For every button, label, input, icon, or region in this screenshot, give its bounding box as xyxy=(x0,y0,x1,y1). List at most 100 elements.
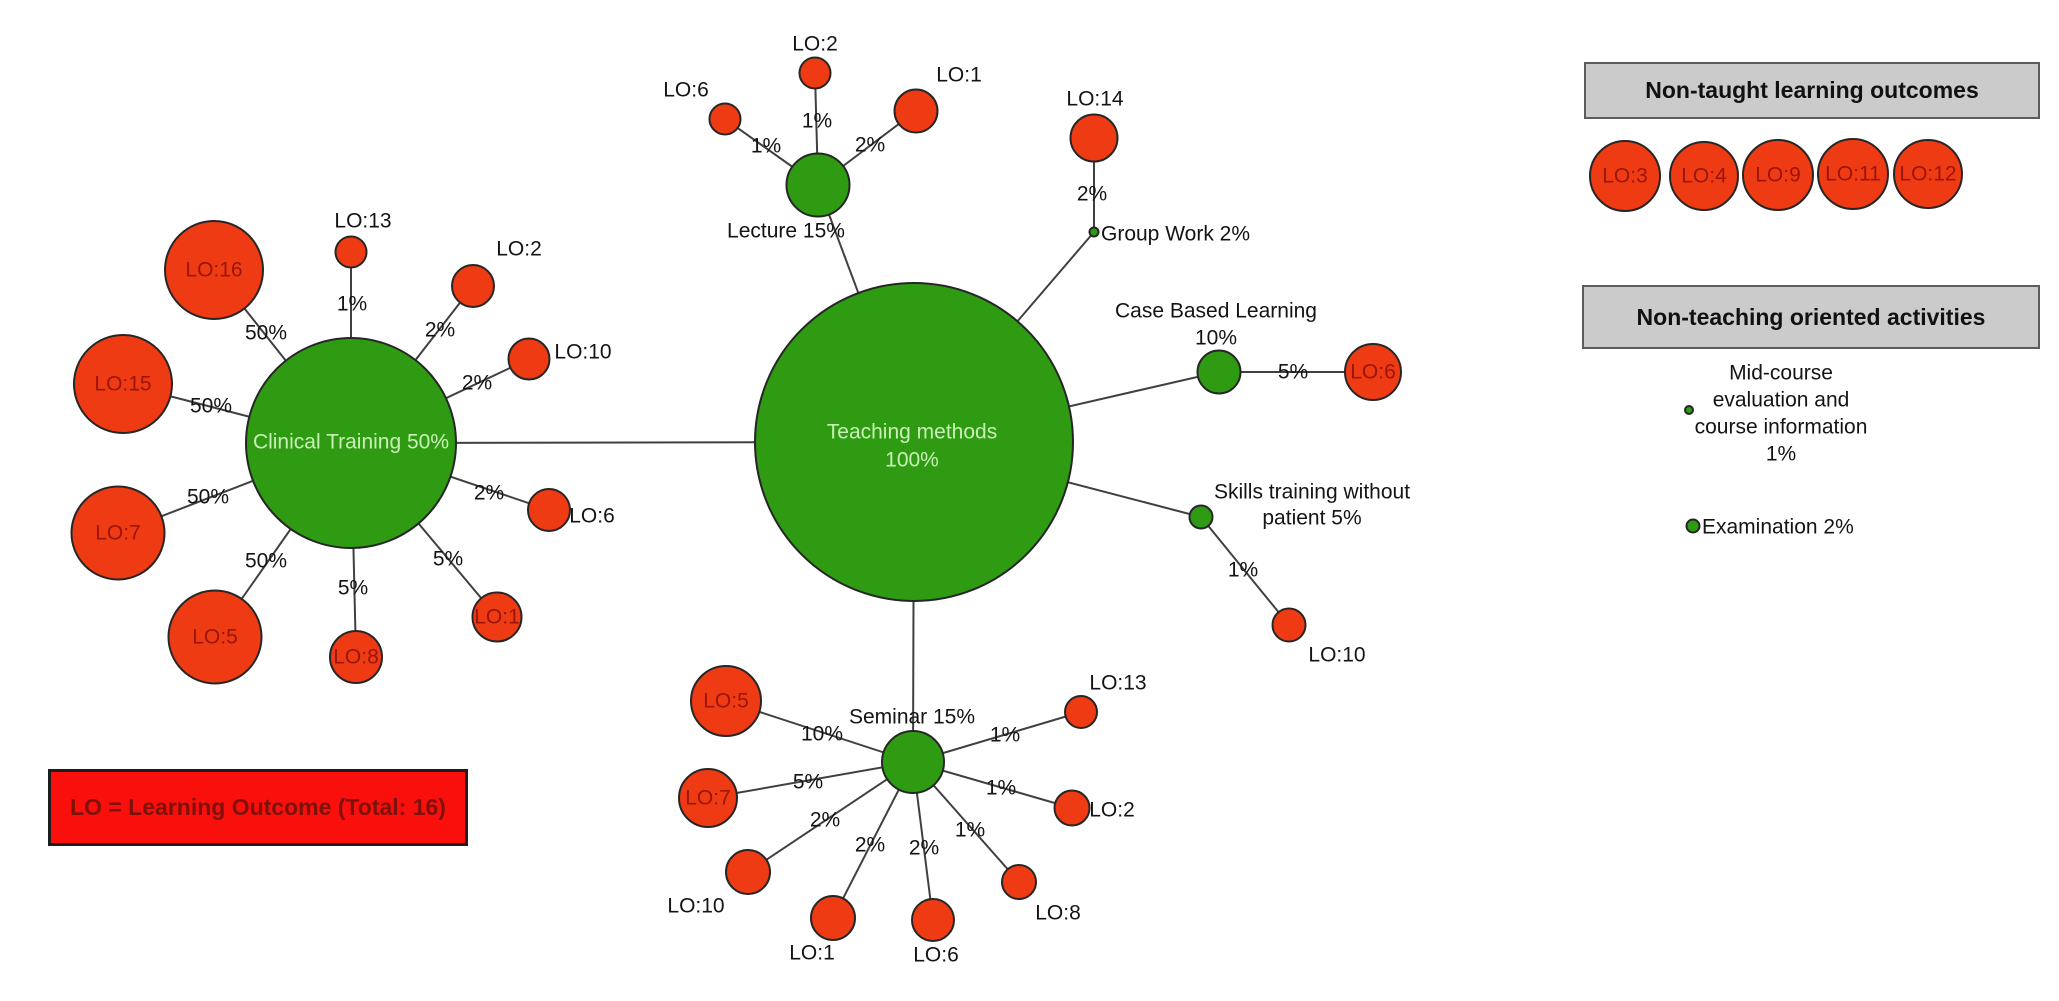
node-skills xyxy=(1188,504,1214,530)
node-lg4 xyxy=(1669,141,1739,211)
node-sm6 xyxy=(911,898,955,942)
node-label-sm1: LO:1 xyxy=(789,942,835,965)
node-sm13 xyxy=(1064,695,1098,729)
edge-label-seminar-sm13: 1% xyxy=(990,724,1020,747)
node-label-seminar: Seminar 15% xyxy=(849,706,975,729)
edge-label-seminar-sm10: 2% xyxy=(810,809,840,832)
node-sm2 xyxy=(1053,789,1091,827)
edge-label-groupwork-g14: 2% xyxy=(1077,183,1107,206)
edge-label-seminar-sm6: 2% xyxy=(909,837,939,860)
node-lg3 xyxy=(1589,140,1661,212)
node-label-g14: LO:14 xyxy=(1066,88,1124,111)
node-g14 xyxy=(1069,113,1119,163)
node-c16 xyxy=(164,220,264,320)
legend-title-non-taught: Non-taught learning outcomes xyxy=(1645,77,1979,103)
node-label-sm8: LO:8 xyxy=(1035,902,1081,925)
edge-label-clinical-c2: 2% xyxy=(425,319,455,342)
node-cb6 xyxy=(1344,343,1402,401)
edge-skills-s10 xyxy=(1200,516,1290,626)
node-label-lecture: Lecture 15% xyxy=(727,220,845,243)
node-label-c10: LO:10 xyxy=(554,341,611,364)
node-label-skills-line2: patient 5% xyxy=(1262,507,1361,530)
node-label-c5: LO:5 xyxy=(192,626,238,649)
node-label-midcourse-line3: course information xyxy=(1695,416,1868,439)
edge-label-clinical-c13: 1% xyxy=(337,293,367,316)
node-label-midcourse-line1: Mid-course xyxy=(1729,362,1833,385)
node-sm8 xyxy=(1001,864,1037,900)
node-label-midcourse-line4: 1% xyxy=(1766,443,1796,466)
node-c10 xyxy=(507,337,551,381)
node-c1 xyxy=(471,591,523,643)
node-label-c8: LO:8 xyxy=(333,646,379,669)
node-sm1 xyxy=(810,895,856,941)
node-seminar xyxy=(881,730,945,794)
node-label-sm13: LO:13 xyxy=(1089,672,1146,695)
node-lg9 xyxy=(1742,139,1814,211)
node-label-l1: LO:1 xyxy=(936,64,982,87)
node-casebased xyxy=(1196,349,1242,395)
node-label-casebased-line1: Case Based Learning xyxy=(1115,300,1317,323)
edge-label-lecture-l1: 2% xyxy=(855,134,885,157)
edge-label-clinical-c8: 5% xyxy=(338,577,368,600)
node-label-sm2: LO:2 xyxy=(1089,799,1135,822)
legend-box-non-teaching: Non-teaching oriented activities xyxy=(1582,285,2040,349)
node-label-s5: LO:5 xyxy=(703,690,749,713)
node-label-l6: LO:6 xyxy=(663,79,709,102)
edge-label-clinical-c10: 2% xyxy=(462,372,492,395)
node-lg11 xyxy=(1817,138,1889,210)
node-label-groupwork: Group Work 2% xyxy=(1101,223,1250,246)
node-label-lg12: LO:12 xyxy=(1899,163,1956,186)
node-lecture xyxy=(785,152,851,218)
node-label-lg3: LO:3 xyxy=(1602,165,1648,188)
edge-label-seminar-s7: 5% xyxy=(793,771,823,794)
note-box: LO = Learning Outcome (Total: 16) xyxy=(48,769,468,846)
node-label-clinical: Clinical Training 50% xyxy=(253,431,449,454)
node-label-s7: LO:7 xyxy=(685,787,731,810)
node-s5 xyxy=(690,665,762,737)
legend-title-non-teaching: Non-teaching oriented activities xyxy=(1636,303,1986,330)
edge-seminar-sm10 xyxy=(747,761,914,873)
edge-label-seminar-s5: 10% xyxy=(801,723,843,746)
node-label-midcourse-line2: evaluation and xyxy=(1713,389,1850,412)
edge-label-layer: 50%1%2%2%50%2%50%5%50%5%1%1%2%2%5%1%10%5… xyxy=(187,110,1308,860)
node-label-c6: LO:6 xyxy=(569,505,615,528)
edge-label-clinical-c16: 50% xyxy=(245,322,287,345)
node-label-teaching-line2: 100% xyxy=(885,449,939,472)
edge-label-clinical-c7: 50% xyxy=(187,486,229,509)
node-c8 xyxy=(329,630,383,684)
node-label-layer: Teaching methods 100% Clinical Training 50… xyxy=(94,33,1956,967)
edge-label-skills-s10: 1% xyxy=(1228,559,1258,582)
node-midcourse xyxy=(1684,405,1694,415)
node-l1 xyxy=(893,88,939,134)
node-groupwork xyxy=(1088,226,1100,238)
node-c13 xyxy=(334,235,368,269)
edge-seminar-s7 xyxy=(707,761,914,799)
edge-label-casebased-cb6: 5% xyxy=(1278,361,1308,384)
node-s7 xyxy=(678,768,738,828)
node-s10 xyxy=(1271,607,1307,643)
node-label-skills-line1: Skills training without xyxy=(1214,481,1410,504)
node-label-lg9: LO:9 xyxy=(1755,164,1801,187)
note-text: LO = Learning Outcome (Total: 16) xyxy=(70,794,446,820)
node-label-lg4: LO:4 xyxy=(1681,165,1727,188)
node-l2 xyxy=(798,56,832,90)
edge-label-clinical-c1: 5% xyxy=(433,548,463,571)
edge-label-seminar-sm1: 2% xyxy=(855,834,885,857)
node-exam xyxy=(1685,518,1701,534)
node-label-cb6: LO:6 xyxy=(1350,361,1396,384)
node-c5 xyxy=(167,589,263,685)
node-clinical xyxy=(245,337,457,549)
node-c7 xyxy=(70,485,166,581)
node-label-sm6: LO:6 xyxy=(913,944,959,967)
node-label-lg11: LO:11 xyxy=(1825,163,1881,186)
node-lg12 xyxy=(1893,139,1963,209)
node-label-c7: LO:7 xyxy=(95,522,141,545)
edge-label-seminar-sm8: 1% xyxy=(955,819,985,842)
edge-label-lecture-l2: 1% xyxy=(802,110,832,133)
node-label-c15: LO:15 xyxy=(94,373,151,396)
node-label-c1: LO:1 xyxy=(474,606,520,629)
node-l6 xyxy=(708,102,742,136)
node-c15 xyxy=(73,334,173,434)
node-label-exam: Examination 2% xyxy=(1702,516,1854,539)
